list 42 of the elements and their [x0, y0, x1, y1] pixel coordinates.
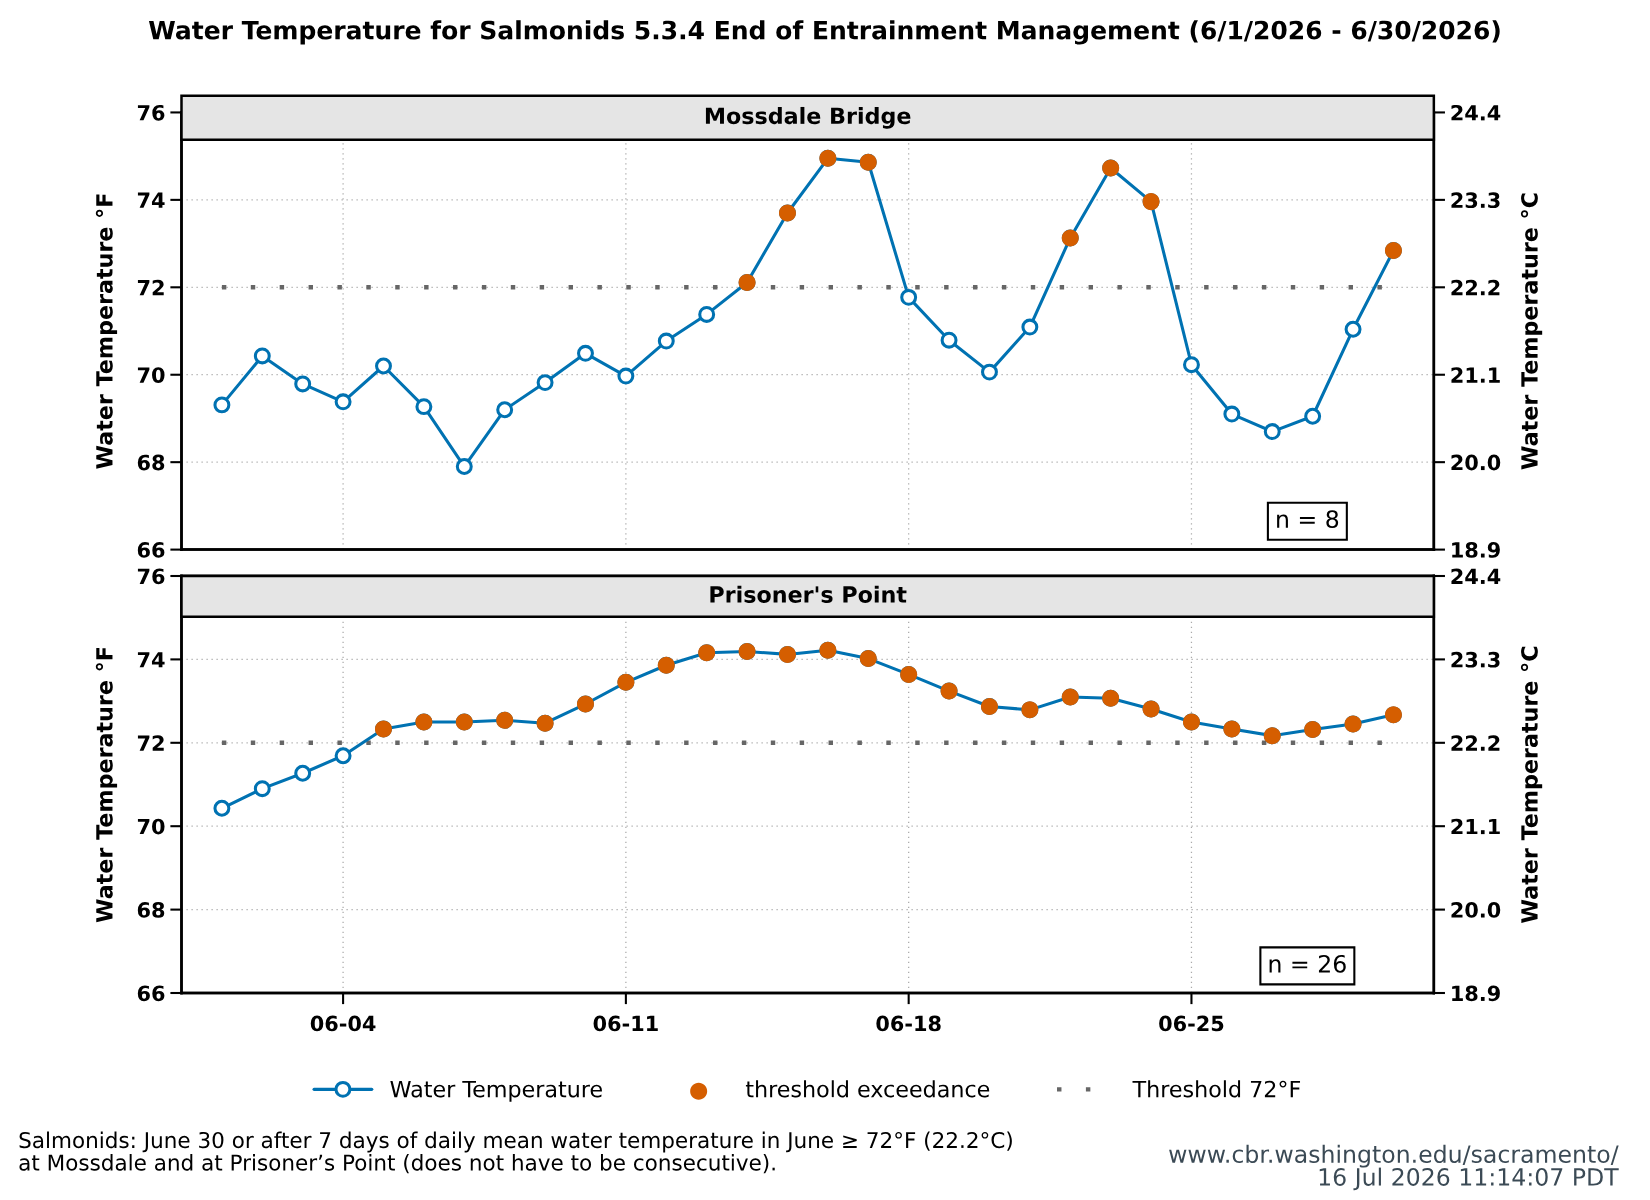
y-tick-label: 66 — [137, 985, 165, 1002]
y-tick-label: 72 — [137, 279, 164, 296]
y2-tick-label: 18.9 — [1452, 542, 1500, 558]
y-tick-label: 68 — [137, 902, 165, 918]
chart-title: Water Temperature for Salmonids 5.3.4 End of Entrainment Management (6/1/2026 - 6/30/2026) — [148, 20, 1500, 45]
y2-tick-label: 20.0 — [1451, 454, 1501, 471]
y2-tick-label: 20.0 — [1451, 902, 1501, 918]
annotation: n = 8 — [1277, 510, 1339, 529]
y2-tick-label: 21.1 — [1451, 818, 1500, 835]
annotation: n = 26 — [1269, 954, 1346, 973]
x-tick-label: 06-25 — [1159, 1015, 1224, 1032]
y-tick-label: 72 — [137, 735, 164, 751]
y-tick-label: 76 — [137, 568, 165, 585]
y2-tick-label: 22.2 — [1451, 279, 1500, 296]
y2-tick-label: 21.1 — [1451, 367, 1500, 383]
text: www.cbr.washington.edu/sacramento/ 16 Jul 2026 11:14:07 PDT — [1169, 1144, 1619, 1191]
y2-tick-label: 24.4 — [1451, 568, 1501, 584]
y-axis-title: Water Temperature °F — [95, 194, 118, 469]
y2-tick-label: 23.3 — [1451, 651, 1500, 668]
y-tick-label: 68 — [137, 454, 165, 471]
y2-tick-label: 23.3 — [1451, 192, 1500, 209]
y-tick-label: 76 — [137, 104, 165, 121]
x-tick-label: 06-18 — [876, 1015, 941, 1032]
x-tick-label: 06-04 — [310, 1015, 376, 1032]
y-tick-label: 66 — [137, 542, 165, 558]
y2-tick-label: 18.9 — [1452, 985, 1500, 1002]
legend-label: threshold exceedance — [745, 1080, 990, 1098]
y2-axis-title: Water Temperature °C — [1520, 646, 1543, 923]
y-tick-label: 70 — [137, 818, 165, 835]
y-axis-title: Water Temperature °F — [95, 647, 118, 923]
y-tick-label: 70 — [137, 367, 165, 383]
chart-subtitle: Mossdale Bridge — [705, 106, 911, 129]
y2-axis-title: Water Temperature °C — [1520, 193, 1543, 470]
y2-tick-label: 22.2 — [1451, 735, 1500, 751]
legend-label: Water Temperature — [390, 1080, 602, 1102]
chart-subtitle: Prisoner's Point — [710, 585, 907, 603]
y-tick-label: 74 — [137, 192, 165, 208]
y2-tick-label: 24.4 — [1451, 104, 1501, 121]
y-tick-label: 74 — [137, 652, 165, 668]
x-tick-label: 06-11 — [593, 1015, 658, 1032]
legend-label: Threshold 72°F — [1132, 1080, 1301, 1098]
text: Salmonids: June 30 or after 7 days of daily mean water temperature in June ≥ 72°F (22.2°C) at Mossdale and at Prisoner’s Point (does not have to be consecutive). — [19, 1131, 1012, 1174]
